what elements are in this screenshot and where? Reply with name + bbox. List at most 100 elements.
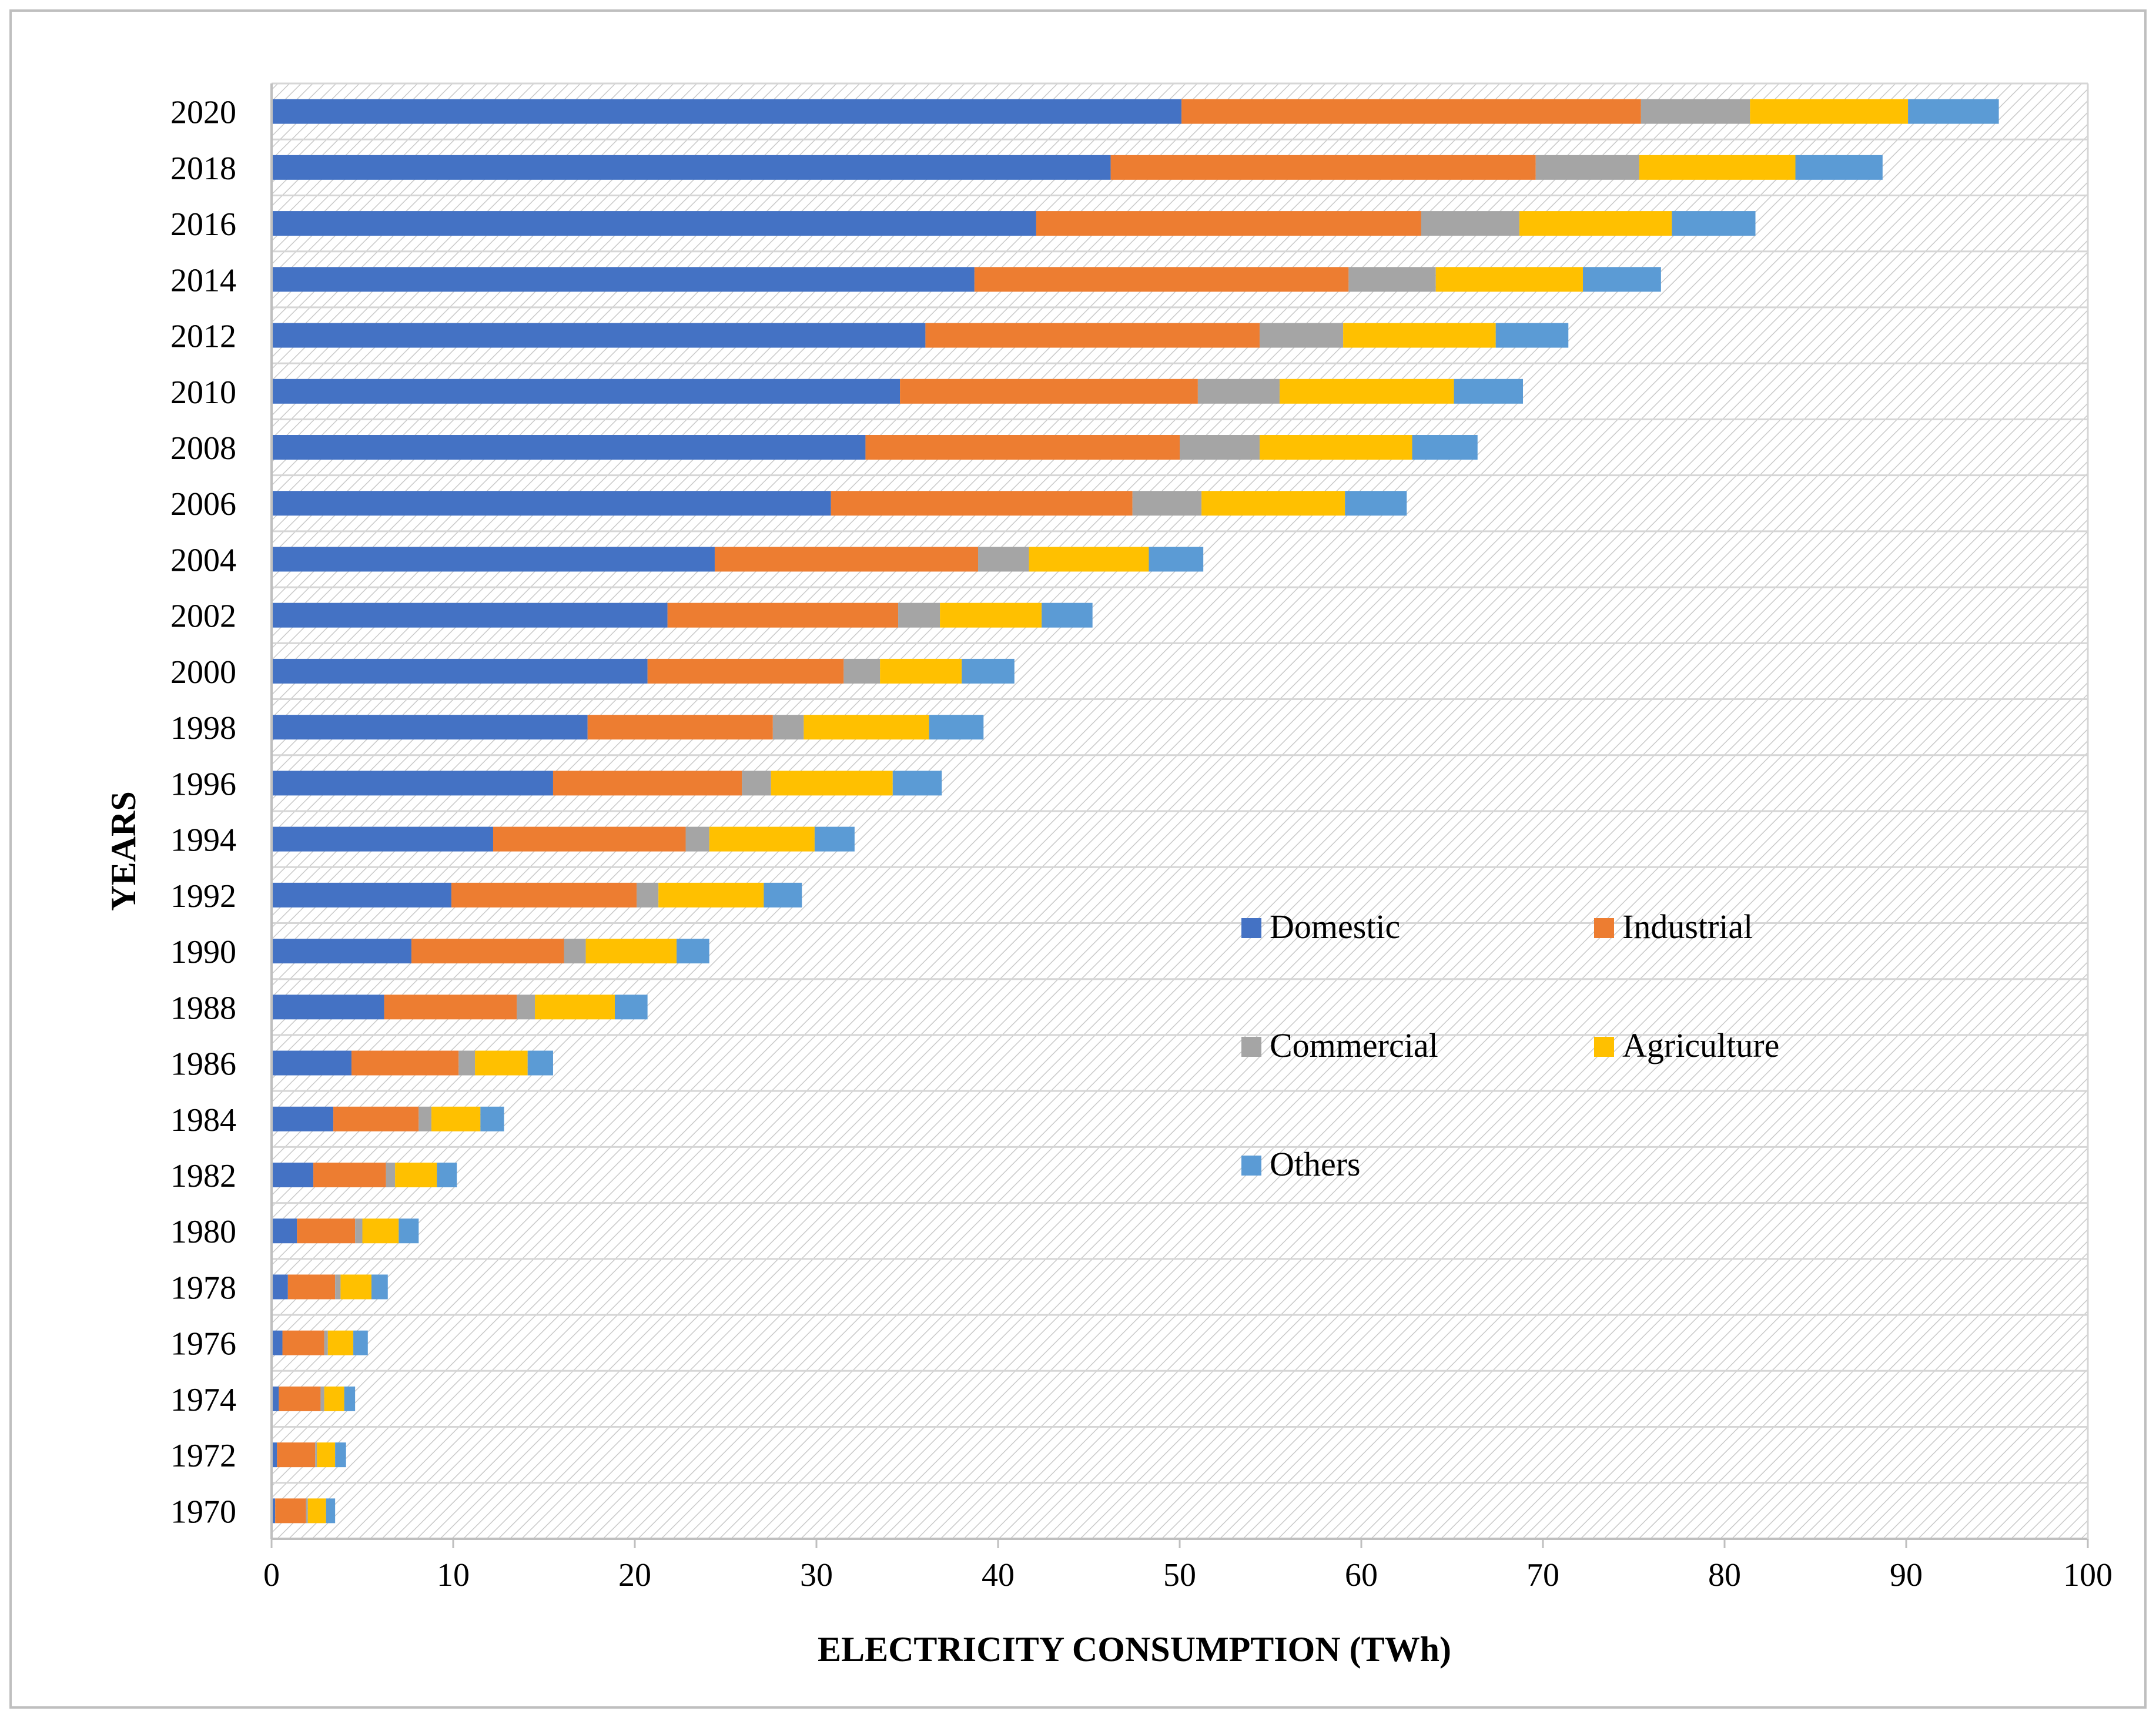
x-tick-label-50: 50 xyxy=(1163,1557,1196,1593)
y-tick-label-1980: 1980 xyxy=(170,1214,236,1250)
bar-industrial-1974 xyxy=(279,1386,321,1411)
legend-label-others: Others xyxy=(1270,1145,1361,1183)
bar-domestic-1980 xyxy=(272,1218,297,1244)
bar-domestic-2006 xyxy=(272,491,831,516)
bar-industrial-1990 xyxy=(411,939,564,964)
y-tick-label-2020: 2020 xyxy=(170,95,236,131)
bar-agriculture-2010 xyxy=(1279,379,1454,404)
bar-domestic-1990 xyxy=(272,939,411,964)
bar-agriculture-2012 xyxy=(1343,323,1496,348)
legend-swatch-commercial xyxy=(1241,1037,1261,1057)
bar-domestic-1982 xyxy=(272,1163,314,1187)
bar-others-1990 xyxy=(677,939,709,964)
bar-agriculture-2018 xyxy=(1639,155,1796,180)
bar-industrial-2006 xyxy=(831,491,1133,516)
bar-others-1988 xyxy=(615,995,648,1020)
bar-domestic-1976 xyxy=(272,1330,283,1355)
bar-industrial-1986 xyxy=(351,1050,459,1076)
bar-agriculture-1984 xyxy=(431,1106,481,1131)
legend-swatch-industrial xyxy=(1594,918,1614,938)
bar-agriculture-2004 xyxy=(1029,547,1149,572)
x-tick-label-60: 60 xyxy=(1345,1557,1378,1593)
bar-commercial-2020 xyxy=(1641,99,1750,124)
bar-domestic-2020 xyxy=(272,99,1182,124)
bar-others-2002 xyxy=(1042,602,1093,628)
bar-domestic-1984 xyxy=(272,1106,334,1131)
x-tick-label-100: 100 xyxy=(2063,1557,2113,1593)
bar-others-1982 xyxy=(437,1163,457,1187)
bar-others-2008 xyxy=(1412,435,1478,460)
y-tick-label-2004: 2004 xyxy=(170,542,236,578)
bar-agriculture-2020 xyxy=(1750,99,1909,124)
y-tick-label-2016: 2016 xyxy=(170,206,236,243)
bar-others-2010 xyxy=(1454,379,1524,404)
bar-commercial-1996 xyxy=(742,771,771,796)
bar-industrial-2008 xyxy=(865,435,1180,460)
bar-commercial-1972 xyxy=(315,1442,317,1468)
y-tick-label-1984: 1984 xyxy=(170,1102,236,1139)
bar-domestic-2014 xyxy=(272,267,975,292)
y-tick-label-1974: 1974 xyxy=(170,1382,236,1418)
bar-commercial-1984 xyxy=(419,1106,431,1131)
bar-industrial-1982 xyxy=(313,1163,386,1187)
bar-agriculture-1980 xyxy=(362,1218,399,1244)
bar-commercial-2008 xyxy=(1180,435,1260,460)
y-tick-label-1978: 1978 xyxy=(170,1270,236,1306)
y-tick-label-2012: 2012 xyxy=(170,319,236,355)
bar-commercial-1970 xyxy=(306,1498,308,1524)
bar-industrial-2010 xyxy=(900,379,1198,404)
y-tick-label-1972: 1972 xyxy=(170,1438,236,1474)
bar-industrial-2004 xyxy=(714,547,979,572)
axes xyxy=(270,83,2089,1548)
bar-industrial-2002 xyxy=(667,602,899,628)
x-tick-label-30: 30 xyxy=(800,1557,833,1593)
bar-commercial-2000 xyxy=(843,658,881,684)
bar-agriculture-1998 xyxy=(804,715,929,740)
bar-others-1996 xyxy=(892,771,942,796)
bar-others-1980 xyxy=(399,1218,419,1244)
bar-others-1998 xyxy=(929,715,984,740)
bar-commercial-1992 xyxy=(637,882,659,908)
bar-others-1994 xyxy=(814,826,855,852)
bar-commercial-2012 xyxy=(1259,323,1344,348)
y-tick-label-1988: 1988 xyxy=(170,990,236,1026)
bar-commercial-1976 xyxy=(324,1330,328,1355)
bar-domestic-1972 xyxy=(272,1442,277,1468)
bar-agriculture-2016 xyxy=(1519,211,1672,236)
x-tick-label-40: 40 xyxy=(982,1557,1015,1593)
x-tick-label-0: 0 xyxy=(263,1557,280,1593)
x-axis-title: ELECTRICITY CONSUMPTION (TWh) xyxy=(818,1630,1451,1669)
legend-swatch-agriculture xyxy=(1594,1037,1614,1057)
bar-agriculture-1988 xyxy=(535,995,615,1020)
y-tick-label-2018: 2018 xyxy=(170,150,236,187)
legend-label-agriculture: Agriculture xyxy=(1622,1026,1779,1064)
legend-swatch-domestic xyxy=(1241,918,1261,938)
y-tick-label-2010: 2010 xyxy=(170,374,236,411)
bar-commercial-1994 xyxy=(685,826,709,852)
bar-agriculture-1992 xyxy=(658,882,764,908)
bar-domestic-1996 xyxy=(272,771,553,796)
bar-commercial-2016 xyxy=(1421,211,1519,236)
bar-industrial-1998 xyxy=(587,715,773,740)
bar-commercial-2002 xyxy=(898,602,940,628)
bar-commercial-1990 xyxy=(564,939,586,964)
y-tick-label-1986: 1986 xyxy=(170,1046,236,1083)
legend-swatch-others xyxy=(1241,1156,1261,1176)
bar-others-1972 xyxy=(335,1442,346,1468)
bar-domestic-1974 xyxy=(272,1386,279,1411)
bar-agriculture-1976 xyxy=(327,1330,354,1355)
y-axis-title: YEARS xyxy=(104,791,143,910)
bar-agriculture-1996 xyxy=(771,771,893,796)
bar-industrial-1970 xyxy=(275,1498,306,1524)
bar-industrial-2014 xyxy=(974,267,1349,292)
bar-industrial-2012 xyxy=(925,323,1260,348)
y-tick-label-1998: 1998 xyxy=(170,710,236,746)
bar-others-2012 xyxy=(1495,323,1569,348)
bar-others-2004 xyxy=(1149,547,1204,572)
bar-industrial-1992 xyxy=(451,882,637,908)
y-tick-label-1994: 1994 xyxy=(170,822,236,859)
bar-agriculture-1990 xyxy=(585,939,677,964)
y-tick-label-2006: 2006 xyxy=(170,486,236,523)
legend-label-domestic: Domestic xyxy=(1270,908,1400,946)
